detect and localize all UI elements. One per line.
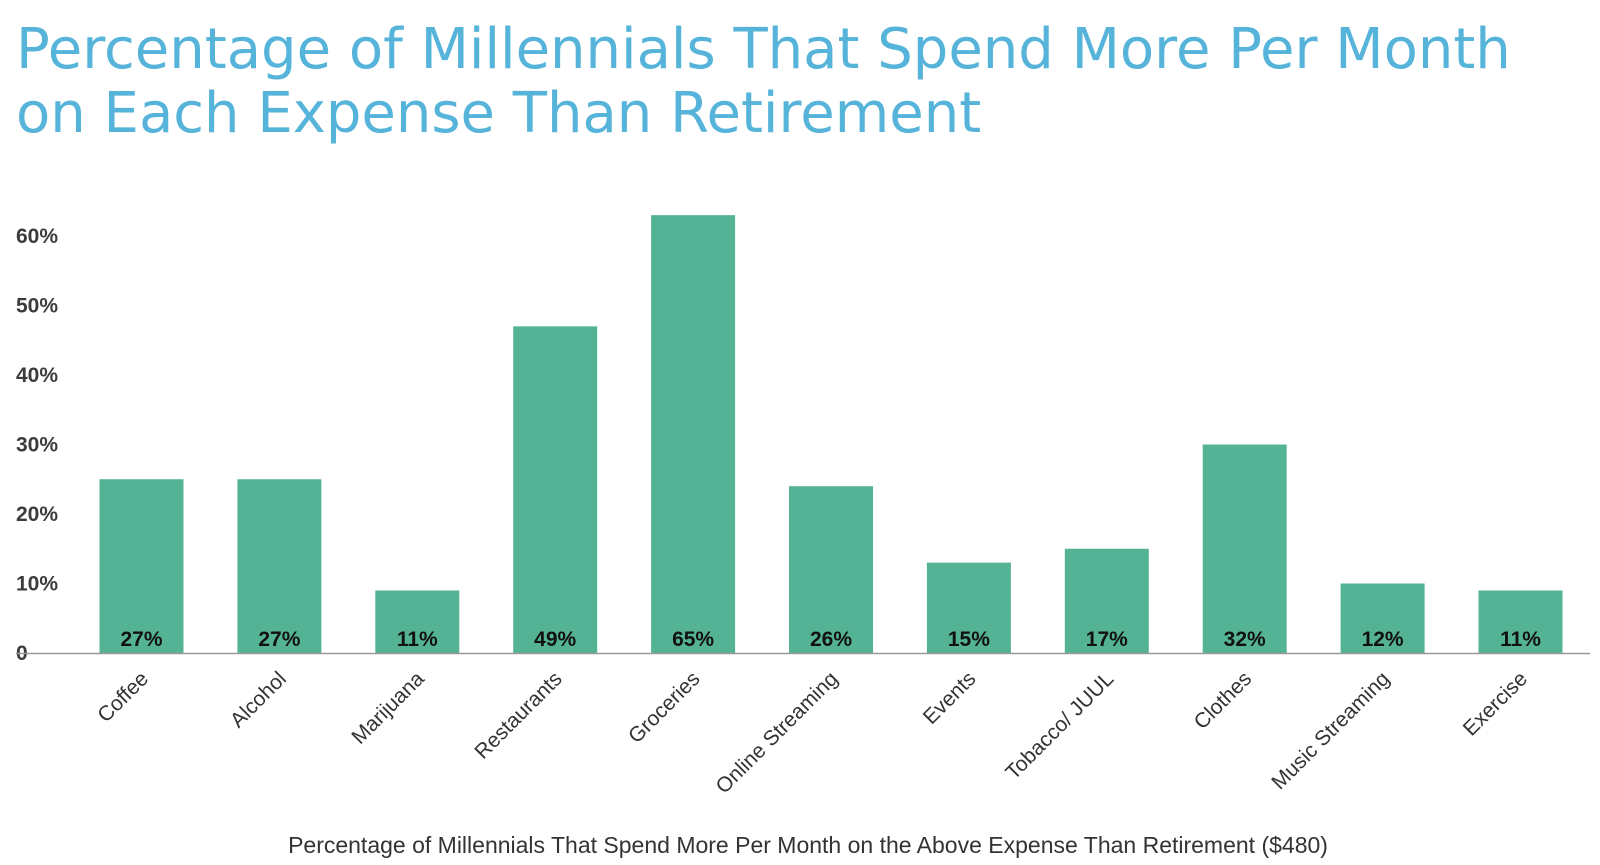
x-tick-label: Exercise <box>1459 667 1532 740</box>
y-tick-label: 30% <box>16 434 58 457</box>
chart-title: Percentage of Millennials That Spend Mor… <box>16 17 1511 146</box>
bar <box>1340 583 1425 653</box>
bar <box>1202 444 1287 653</box>
data-label: 49% <box>534 628 576 651</box>
bar <box>926 562 1011 653</box>
x-tick-label: Marijuana <box>347 667 429 749</box>
x-tick-label: Tobacco/ JUUL <box>1001 667 1118 784</box>
x-tick-label: Restaurants <box>470 667 566 763</box>
bar <box>375 590 460 653</box>
data-label: 11% <box>1500 628 1541 651</box>
data-label: 65% <box>672 628 714 651</box>
x-tick-label: Coffee <box>93 667 153 727</box>
y-tick-label: 60% <box>16 225 58 248</box>
bar <box>99 479 184 653</box>
x-tick-label: Alcohol <box>226 667 291 732</box>
x-axis-label: Percentage of Millennials That Spend Mor… <box>288 832 1328 858</box>
y-axis-ticks: 010%20%30%40%50%60% <box>16 225 58 665</box>
data-label: 11% <box>397 628 438 651</box>
y-tick-label: 50% <box>16 295 58 318</box>
bar <box>1064 548 1149 653</box>
data-label: 27% <box>120 628 162 651</box>
data-label: 26% <box>810 628 852 651</box>
data-label: 15% <box>948 628 990 651</box>
x-tick-label: Online Streaming <box>712 667 843 798</box>
bar <box>513 326 598 653</box>
data-label: 17% <box>1086 628 1128 651</box>
x-axis-ticks: Coffee Alcohol Marijuana Restaurants Groceri… <box>93 667 1532 798</box>
data-label: 12% <box>1362 628 1404 651</box>
bars <box>99 215 1563 653</box>
y-tick-label: 10% <box>16 573 58 596</box>
x-tick-label: Music Streaming <box>1267 667 1394 794</box>
x-tick-label: Events <box>919 667 981 729</box>
x-tick-label: Groceries <box>624 667 705 748</box>
bar <box>237 479 322 653</box>
x-tick-label: Clothes <box>1190 667 1257 734</box>
bar <box>651 215 736 653</box>
data-labels: 27% 27% 11% 49% 65% 26% 15% 17% 32% 12% 11% <box>120 628 1541 651</box>
y-tick-label: 20% <box>16 503 58 526</box>
data-label: 27% <box>258 628 300 651</box>
bar <box>1478 590 1563 653</box>
data-label: 32% <box>1224 628 1266 651</box>
bar <box>789 486 873 653</box>
y-tick-label: 40% <box>16 364 58 387</box>
